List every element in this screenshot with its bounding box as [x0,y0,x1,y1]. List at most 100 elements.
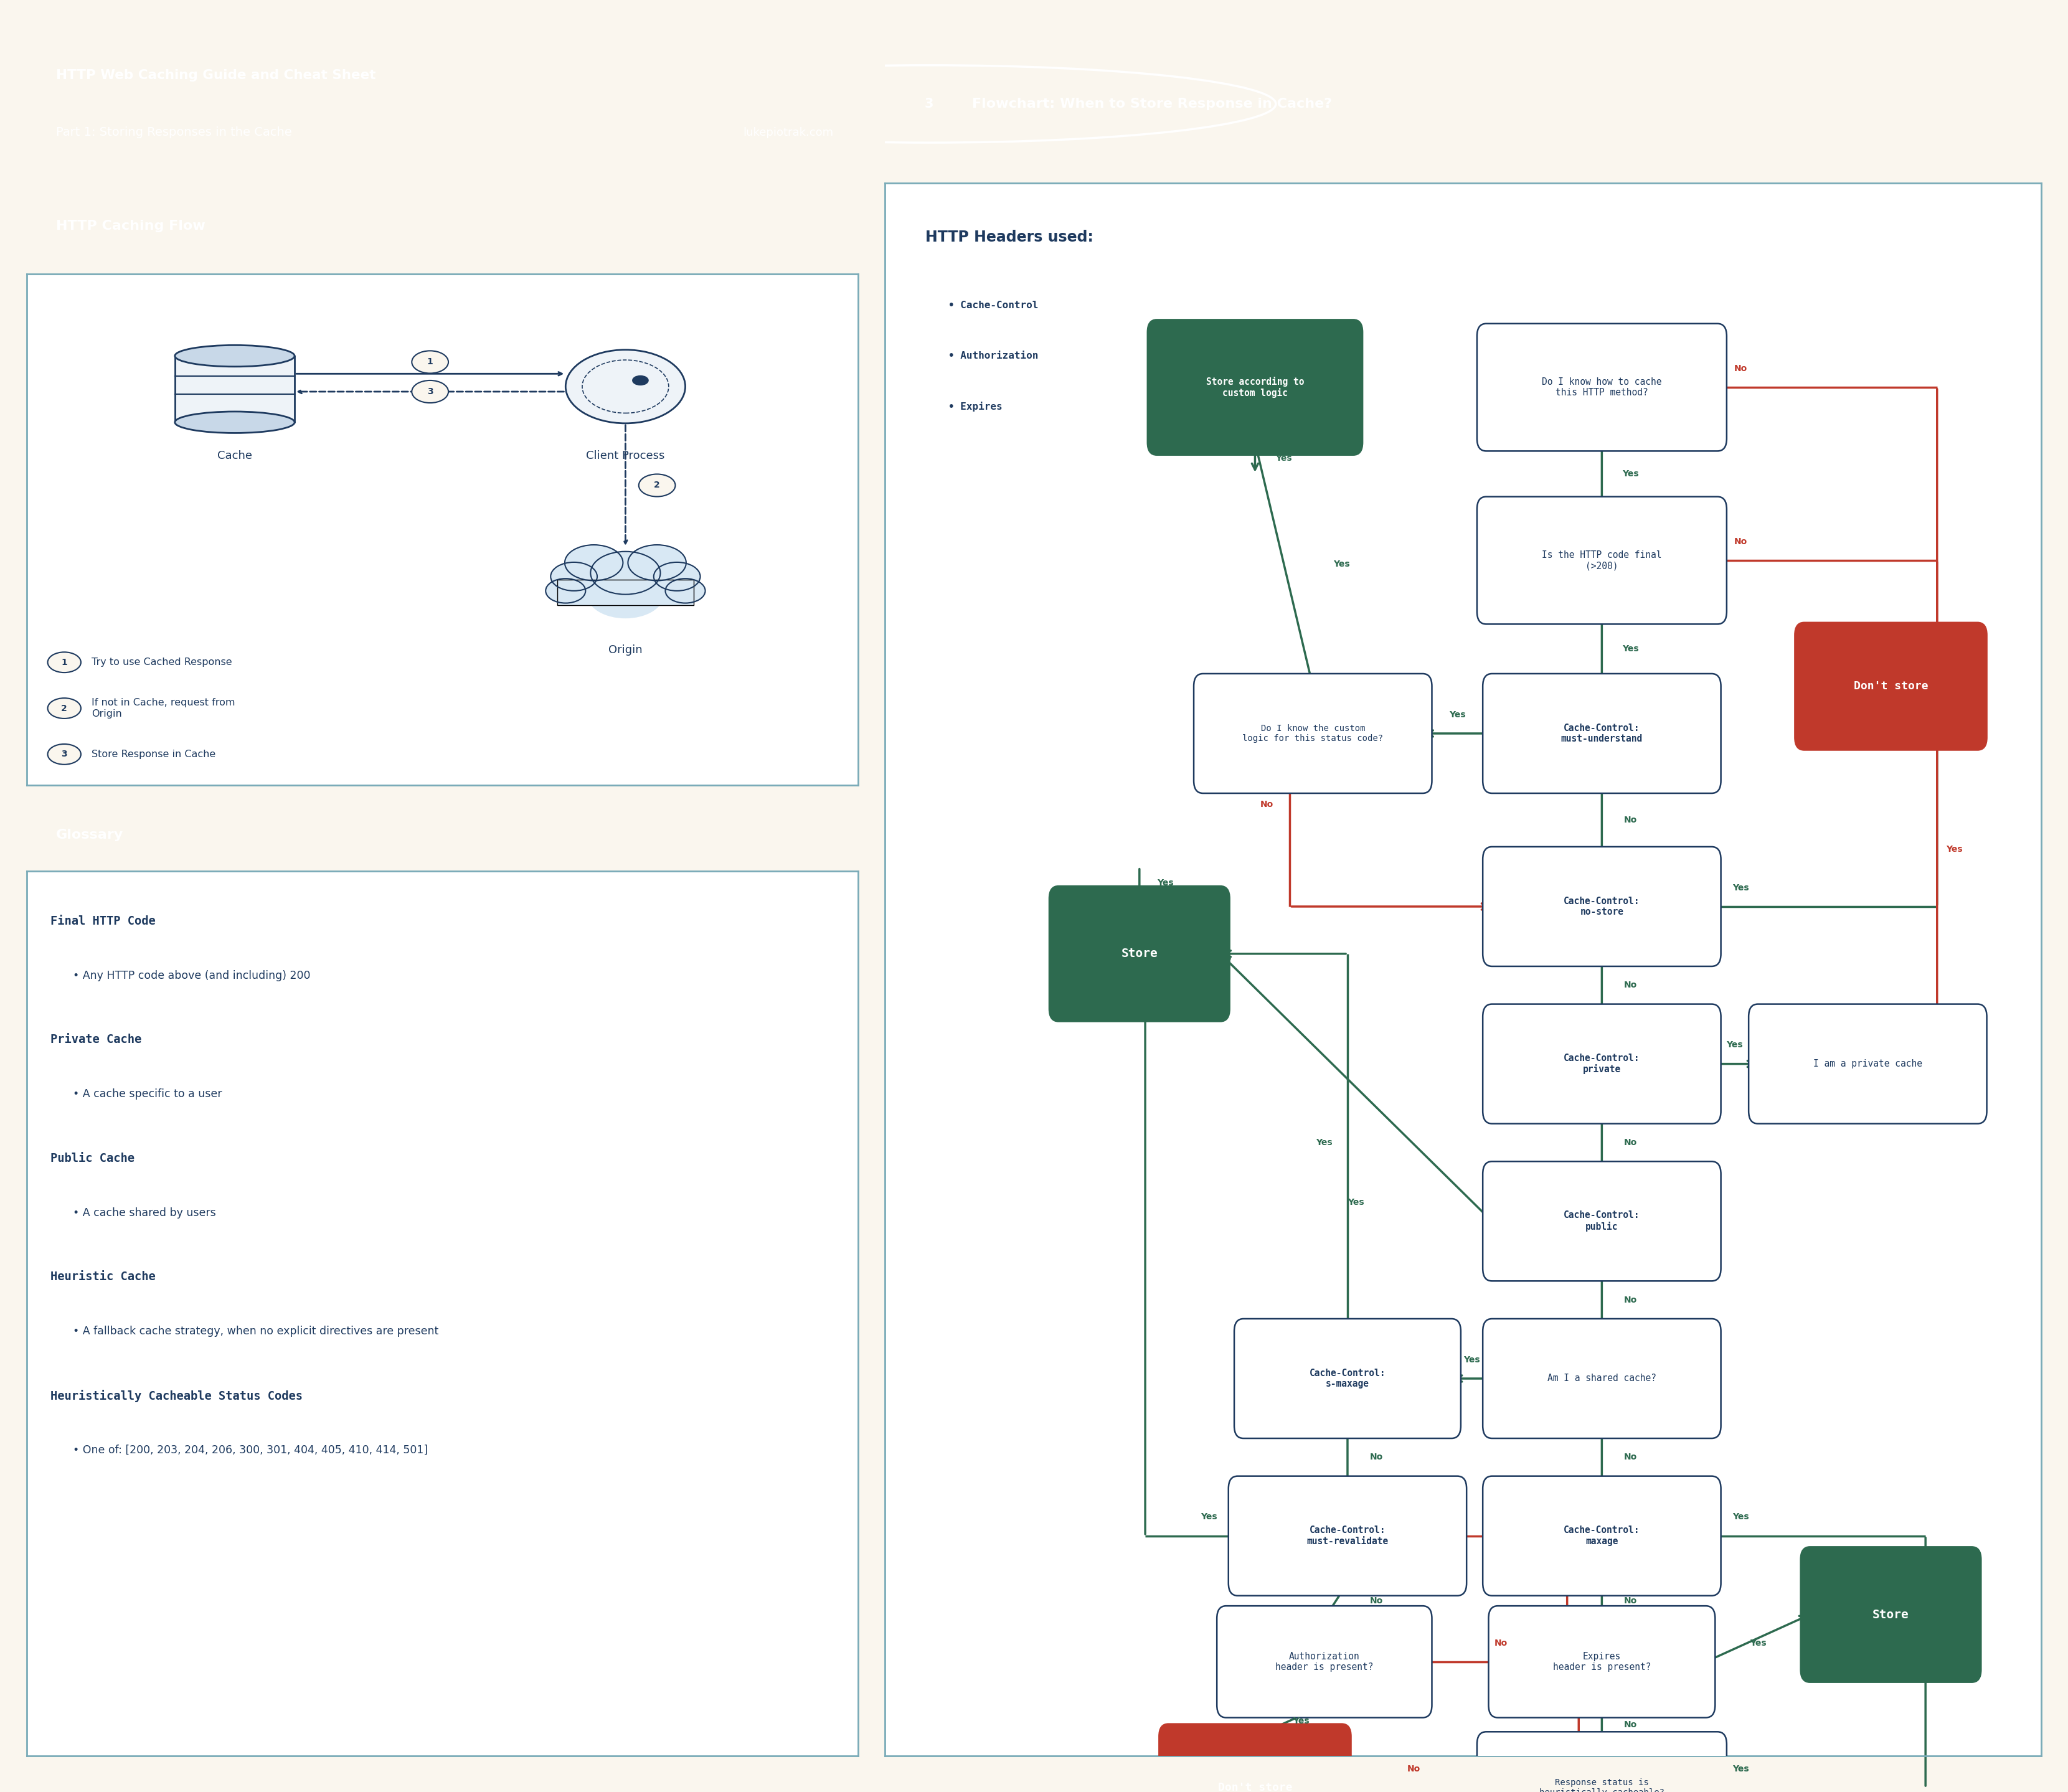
Text: No: No [1259,799,1274,808]
Text: HTTP Web Caching Guide and Cheat Sheet: HTTP Web Caching Guide and Cheat Sheet [56,70,376,82]
Text: Part 1: Storing Responses in the Cache: Part 1: Storing Responses in the Cache [56,127,292,138]
Text: Cache-Control:
must-revalidate: Cache-Control: must-revalidate [1307,1525,1388,1546]
Text: No: No [1623,1720,1638,1729]
FancyBboxPatch shape [1483,1004,1721,1124]
Text: Response status is
heuristically cacheable?: Response status is heuristically cacheab… [1539,1778,1665,1792]
Text: No: No [1623,1597,1638,1606]
Circle shape [565,349,685,423]
Text: • Expires: • Expires [949,401,1003,412]
Text: Store Response in Cache: Store Response in Cache [91,749,215,760]
Text: No: No [1623,1296,1638,1305]
Ellipse shape [176,412,294,434]
Text: 2: 2 [653,480,660,489]
Text: Yes: Yes [1202,1512,1218,1521]
Circle shape [48,652,81,672]
Text: Don't store: Don't store [1218,1781,1292,1792]
Text: Cache-Control:
must-understand: Cache-Control: must-understand [1561,724,1642,744]
Text: Do I know the custom
logic for this status code?: Do I know the custom logic for this stat… [1243,724,1383,744]
FancyBboxPatch shape [1795,622,1987,751]
Text: If not in Cache, request from
Origin: If not in Cache, request from Origin [91,699,236,719]
Text: No: No [1369,1453,1383,1462]
Text: • Authorization: • Authorization [949,351,1038,360]
FancyBboxPatch shape [1048,885,1230,1021]
Text: Yes: Yes [1348,1199,1365,1206]
Text: No: No [1408,1765,1421,1772]
FancyBboxPatch shape [1235,1319,1460,1439]
Text: Flowchart: When to Store Response in Cache?: Flowchart: When to Store Response in Cac… [972,99,1332,109]
Text: Do I know how to cache
this HTTP method?: Do I know how to cache this HTTP method? [1543,378,1663,398]
Text: Glossary: Glossary [56,830,124,840]
Text: Yes: Yes [1733,1512,1750,1521]
Circle shape [633,375,649,385]
Text: Yes: Yes [1727,1041,1743,1050]
Text: • Any HTTP code above (and including) 200: • Any HTTP code above (and including) 20… [72,969,310,982]
Text: lukepiotrak.com: lukepiotrak.com [742,127,833,138]
FancyBboxPatch shape [1489,1606,1714,1717]
Text: Store according to
custom logic: Store according to custom logic [1206,376,1305,398]
FancyBboxPatch shape [1483,1477,1721,1595]
Text: Public Cache: Public Cache [50,1152,134,1165]
FancyBboxPatch shape [1158,1724,1350,1792]
FancyBboxPatch shape [176,357,294,423]
FancyBboxPatch shape [556,579,693,606]
Text: Cache-Control:
no-store: Cache-Control: no-store [1563,896,1640,918]
FancyBboxPatch shape [1483,848,1721,966]
Text: Don't store: Don't store [1853,681,1927,692]
Text: 3: 3 [62,749,68,758]
Text: 2: 2 [62,704,68,713]
Text: Yes: Yes [1464,1355,1481,1364]
Text: Yes: Yes [1276,453,1292,462]
Text: Yes: Yes [1450,710,1466,719]
Text: Yes: Yes [1315,1138,1332,1147]
Text: • A fallback cache strategy, when no explicit directives are present: • A fallback cache strategy, when no exp… [72,1326,438,1337]
Circle shape [550,563,598,591]
Circle shape [48,744,81,765]
Text: Cache: Cache [217,450,252,462]
Text: Try to use Cached Response: Try to use Cached Response [91,658,232,667]
FancyBboxPatch shape [1477,496,1727,624]
FancyBboxPatch shape [1193,674,1431,794]
Text: • A cache specific to a user: • A cache specific to a user [72,1090,221,1100]
FancyBboxPatch shape [1483,674,1721,794]
Text: Origin: Origin [608,645,643,656]
Text: • One of: [200, 203, 204, 206, 300, 301, 404, 405, 410, 414, 501]: • One of: [200, 203, 204, 206, 300, 301,… [72,1444,428,1455]
Circle shape [565,545,622,581]
Text: 1: 1 [62,658,68,667]
Text: Yes: Yes [1623,645,1640,654]
Text: Yes: Yes [1750,1638,1766,1647]
Text: No: No [1623,980,1638,989]
Circle shape [412,351,449,373]
FancyBboxPatch shape [1228,1477,1466,1595]
Text: Yes: Yes [1334,559,1350,568]
Text: Is the HTTP code final
(>200): Is the HTTP code final (>200) [1543,550,1663,570]
FancyBboxPatch shape [1148,319,1363,455]
FancyBboxPatch shape [1483,1319,1721,1439]
Circle shape [591,552,660,595]
Circle shape [666,579,705,604]
Text: Store: Store [1872,1609,1909,1620]
Text: Am I a shared cache?: Am I a shared cache? [1547,1374,1656,1383]
Text: Private Cache: Private Cache [50,1034,141,1045]
FancyBboxPatch shape [1483,1161,1721,1281]
Text: Authorization
header is present?: Authorization header is present? [1276,1652,1373,1672]
Text: Yes: Yes [1623,470,1640,478]
Text: No: No [1623,815,1638,824]
Circle shape [412,380,449,403]
Ellipse shape [176,346,294,367]
Text: No: No [1623,1453,1638,1462]
Circle shape [546,579,585,604]
Text: Yes: Yes [1946,846,1963,853]
Text: Cache-Control:
maxage: Cache-Control: maxage [1563,1525,1640,1546]
Text: Heuristic Cache: Heuristic Cache [50,1271,155,1283]
Circle shape [587,572,664,618]
FancyBboxPatch shape [1750,1004,1987,1124]
Text: Cache-Control:
s-maxage: Cache-Control: s-maxage [1309,1369,1386,1389]
Text: Cache-Control:
public: Cache-Control: public [1563,1211,1640,1231]
Text: Yes: Yes [1733,883,1750,892]
Text: I am a private cache: I am a private cache [1814,1059,1921,1068]
Circle shape [48,699,81,719]
Text: HTTP Headers used:: HTTP Headers used: [926,229,1094,246]
FancyBboxPatch shape [1477,1731,1727,1792]
Text: • A cache shared by users: • A cache shared by users [72,1208,215,1219]
Text: Yes: Yes [1156,878,1173,887]
